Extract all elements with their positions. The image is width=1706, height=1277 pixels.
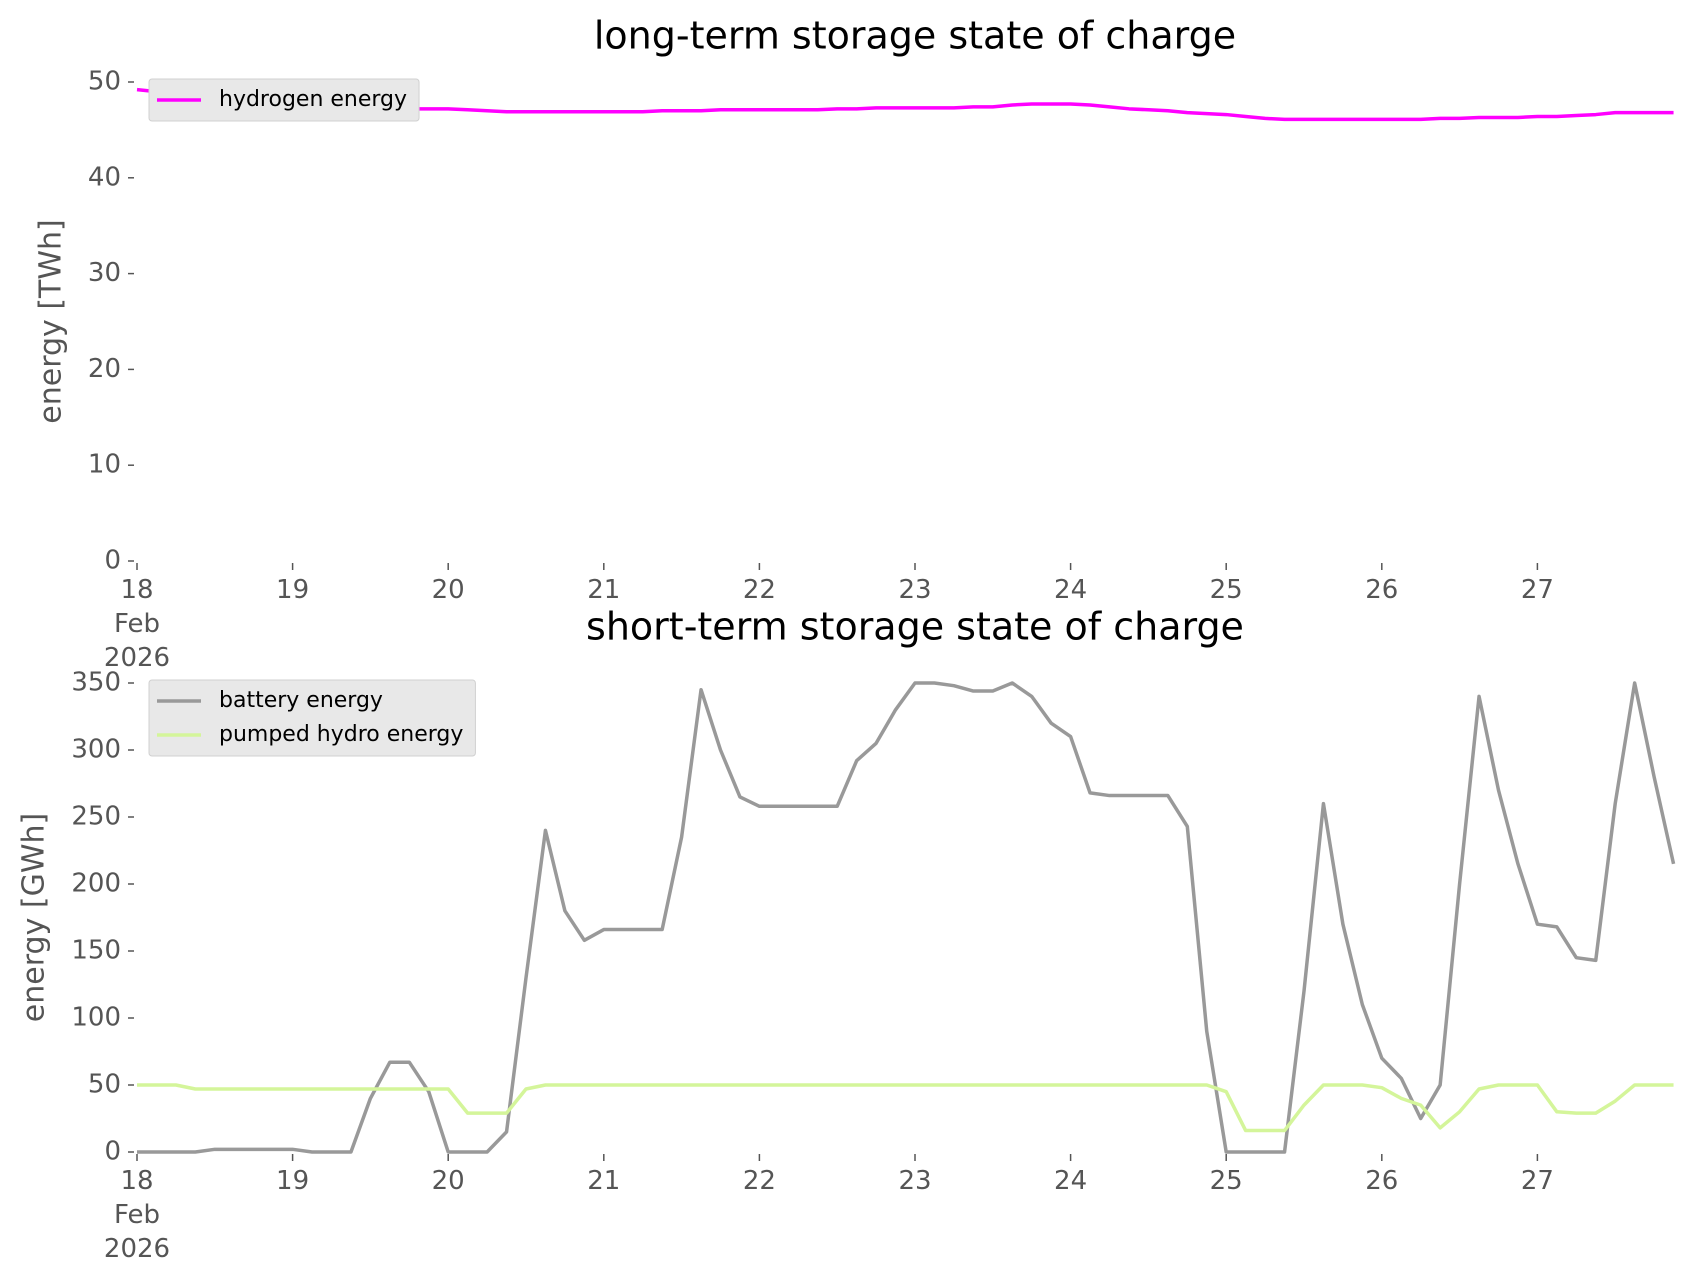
y-tick-label: 40 <box>88 162 121 192</box>
x-tick-label: 18 Feb 2026 <box>103 575 171 673</box>
y-tick-label: 300 <box>71 735 121 765</box>
y-tick-label: 100 <box>71 1003 121 1033</box>
x-tick-label: 26 <box>1365 575 1399 605</box>
x-tick-label: 25 <box>1209 575 1243 605</box>
y-tick-label: 20 <box>88 354 121 384</box>
x-tick-label: 24 <box>1054 1166 1088 1196</box>
series-line <box>137 1083 1674 1133</box>
y-tick-label: 0 <box>104 1137 121 1167</box>
x-tick-label: 19 <box>276 575 310 605</box>
legend: battery energy pumped hydro energy <box>148 679 476 757</box>
y-tick-label: 350 <box>71 668 121 698</box>
x-tick-label: 27 <box>1520 575 1554 605</box>
x-tick-label: 20 <box>431 575 465 605</box>
legend-box <box>148 679 476 757</box>
legend-label: pumped hydro energy <box>219 722 463 747</box>
y-tick-label: 50 <box>88 1070 121 1100</box>
legend-label: hydrogen energy <box>219 87 407 112</box>
x-tick-label: 21 <box>587 575 621 605</box>
series-line <box>137 681 1676 1154</box>
x-tick-label: 19 <box>276 1166 310 1196</box>
legend: hydrogen energy <box>148 78 420 122</box>
x-tick-label: 23 <box>898 575 932 605</box>
y-axis-label: energy [TWh] <box>34 219 69 423</box>
chart-title: short-term storage state of charge <box>586 605 1244 649</box>
y-tick-label: 10 <box>88 450 121 480</box>
chart-title: long-term storage state of charge <box>594 14 1236 58</box>
x-tick-label: 23 <box>898 1166 932 1196</box>
y-axis-label: energy [GWh] <box>17 813 52 1022</box>
y-tick-label: 0 <box>104 546 121 576</box>
y-tick-label: 30 <box>88 258 121 288</box>
x-tick-label: 26 <box>1365 1166 1399 1196</box>
x-tick-label: 20 <box>431 1166 465 1196</box>
y-tick-label: 200 <box>71 869 121 899</box>
legend-box <box>148 78 420 122</box>
x-tick-label: 21 <box>587 1166 621 1196</box>
x-tick-label: 27 <box>1520 1166 1554 1196</box>
x-tick-label: 22 <box>742 575 776 605</box>
x-tick-label: 24 <box>1054 575 1088 605</box>
x-tick-label: 22 <box>742 1166 776 1196</box>
y-tick-label: 150 <box>71 936 121 966</box>
x-tick-label: 18 Feb 2026 <box>103 1166 171 1264</box>
legend-label: battery energy <box>219 688 383 713</box>
x-tick-label: 25 <box>1209 1166 1243 1196</box>
y-tick-label: 50 <box>88 67 121 97</box>
y-tick-label: 250 <box>71 802 121 832</box>
